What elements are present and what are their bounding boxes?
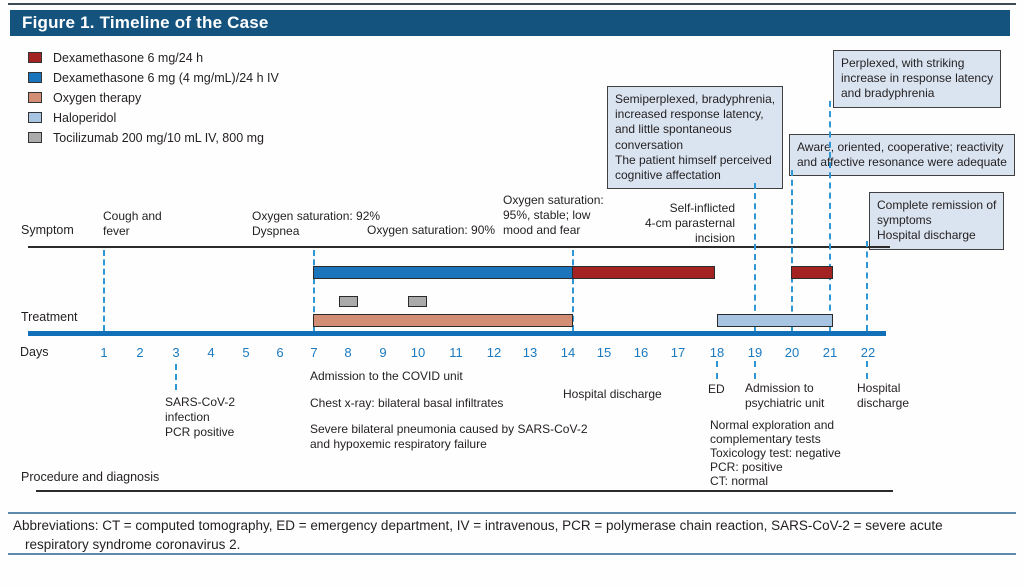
symptom-incision: Self-inflicted 4-cm parasternal incision xyxy=(644,201,735,245)
day-label-2: 2 xyxy=(136,345,144,360)
figure-title-bar: Figure 1. Timeline of the Case xyxy=(10,10,1010,36)
procedure-covid-admission: Admission to the COVID unit xyxy=(310,369,463,383)
bar-haloperidol xyxy=(717,314,833,327)
symptom-oxygen-95: Oxygen saturation: 95%, stable; low mood… xyxy=(503,193,604,237)
legend-swatch-oxygen-therapy xyxy=(28,92,42,103)
callout-perplexed: Perplexed, with striking increase in res… xyxy=(833,50,1002,108)
legend-swatch-dexamethasone-iv xyxy=(28,72,42,83)
procedure-pneumonia: Severe bilateral pneumonia caused by SAR… xyxy=(310,422,588,451)
legend-swatch-tocilizumab xyxy=(28,132,42,143)
procedure-ed: ED xyxy=(708,382,725,396)
day-label-7: 7 xyxy=(310,345,318,360)
day-label-13: 13 xyxy=(522,345,538,360)
callout-semiperplexed: Semiperplexed, bradyphrenia, increased r… xyxy=(607,86,784,190)
symptom-baseline xyxy=(28,246,890,248)
abbreviations-text: Abbreviations: CT = computed tomography,… xyxy=(13,517,1013,554)
dashline-day-3-below xyxy=(175,364,177,390)
bar-dexamethasone-oral-2 xyxy=(791,266,833,279)
day-label-19: 19 xyxy=(747,345,763,360)
procedure-psych-admission: Admission to psychiatric unit xyxy=(745,381,825,410)
procedure-tests: Normal exploration and complementary tes… xyxy=(710,418,841,489)
dashline-day-22 xyxy=(866,241,868,331)
legend-item-oxygen-therapy: Oxygen therapy xyxy=(28,90,142,105)
callout-aware: Aware, oriented, cooperative; reactivity… xyxy=(789,134,1015,177)
legend-label-haloperidol: Haloperidol xyxy=(53,110,117,125)
dashline-day-18-below xyxy=(716,361,718,379)
legend-label-oxygen-therapy: Oxygen therapy xyxy=(53,90,142,105)
procedure-row-label: Procedure and diagnosis xyxy=(21,470,160,484)
dashline-day-1 xyxy=(103,250,105,331)
legend-item-tocilizumab: Tocilizumab 200 mg/10 mL IV, 800 mg xyxy=(28,130,264,145)
bar-dexamethasone-iv xyxy=(313,266,573,279)
day-label-6: 6 xyxy=(276,345,284,360)
legend-item-dexamethasone-oral: Dexamethasone 6 mg/24 h xyxy=(28,50,204,65)
day-label-8: 8 xyxy=(344,345,352,360)
treatment-row-label: Treatment xyxy=(21,310,78,324)
day-label-5: 5 xyxy=(242,345,250,360)
procedure-hospital-discharge-1: Hospital discharge xyxy=(563,387,662,401)
day-label-18: 18 xyxy=(709,345,725,360)
dashline-day-19-below xyxy=(754,361,756,379)
day-label-16: 16 xyxy=(633,345,649,360)
dashline-day-22-below xyxy=(866,361,868,379)
legend-swatch-haloperidol xyxy=(28,112,42,123)
day-label-4: 4 xyxy=(207,345,215,360)
legend-swatch-dexamethasone-oral xyxy=(28,52,42,63)
procedure-hospital-discharge-2: Hospital discharge xyxy=(857,381,910,410)
days-row-label: Days xyxy=(20,345,49,359)
legend-item-dexamethasone-iv: Dexamethasone 6 mg (4 mg/mL)/24 h IV xyxy=(28,70,279,85)
day-label-14: 14 xyxy=(560,345,576,360)
symptom-oxygen-92: Oxygen saturation: 92% Dyspnea xyxy=(252,209,381,238)
abbreviations-line-2: respiratory syndrome coronavirus 2. xyxy=(25,536,241,552)
day-label-21: 21 xyxy=(822,345,838,360)
footer-rule-top xyxy=(8,512,1016,514)
legend-label-dexamethasone-iv: Dexamethasone 6 mg (4 mg/mL)/24 h IV xyxy=(53,70,279,85)
dashline-day-20 xyxy=(791,170,793,331)
procedure-sars-pcr: SARS-CoV-2 infection PCR positive xyxy=(165,395,236,439)
day-label-1: 1 xyxy=(100,345,108,360)
legend-item-haloperidol: Haloperidol xyxy=(28,110,117,125)
top-rule xyxy=(8,3,1016,5)
legend-label-dexamethasone-oral: Dexamethasone 6 mg/24 h xyxy=(53,50,204,65)
symptom-cough-fever: Cough and fever xyxy=(103,209,162,238)
dashline-day-7 xyxy=(313,250,315,331)
procedure-baseline xyxy=(36,490,893,492)
day-label-22: 22 xyxy=(860,345,876,360)
marker-tocilizumab-2 xyxy=(408,296,427,307)
dashline-day-19 xyxy=(754,183,756,331)
day-label-10: 10 xyxy=(410,345,426,360)
day-label-9: 9 xyxy=(379,345,387,360)
symptom-oxygen-90: Oxygen saturation: 90% xyxy=(367,223,496,237)
day-label-20: 20 xyxy=(784,345,800,360)
day-label-3: 3 xyxy=(172,345,180,360)
day-label-17: 17 xyxy=(670,345,686,360)
symptom-row-label: Symptom xyxy=(21,223,74,237)
dashline-day-21 xyxy=(829,101,831,331)
procedure-chest-xray: Chest x-ray: bilateral basal infiltrates xyxy=(310,396,504,410)
day-label-12: 12 xyxy=(486,345,502,360)
callout-remission: Complete remission of symptoms Hospital … xyxy=(869,192,1005,250)
timeline-axis xyxy=(28,331,886,336)
legend-label-tocilizumab: Tocilizumab 200 mg/10 mL IV, 800 mg xyxy=(53,130,264,145)
dashline-day-14 xyxy=(572,250,574,331)
abbreviations-line-1: Abbreviations: CT = computed tomography,… xyxy=(13,518,943,533)
day-label-11: 11 xyxy=(449,345,463,360)
bar-oxygen-therapy xyxy=(313,314,573,327)
marker-tocilizumab-1 xyxy=(339,296,358,307)
bar-dexamethasone-oral-1 xyxy=(572,266,715,279)
footer-rule-bottom xyxy=(8,553,1016,555)
figure-title: Figure 1. Timeline of the Case xyxy=(22,13,269,32)
day-label-15: 15 xyxy=(596,345,612,360)
